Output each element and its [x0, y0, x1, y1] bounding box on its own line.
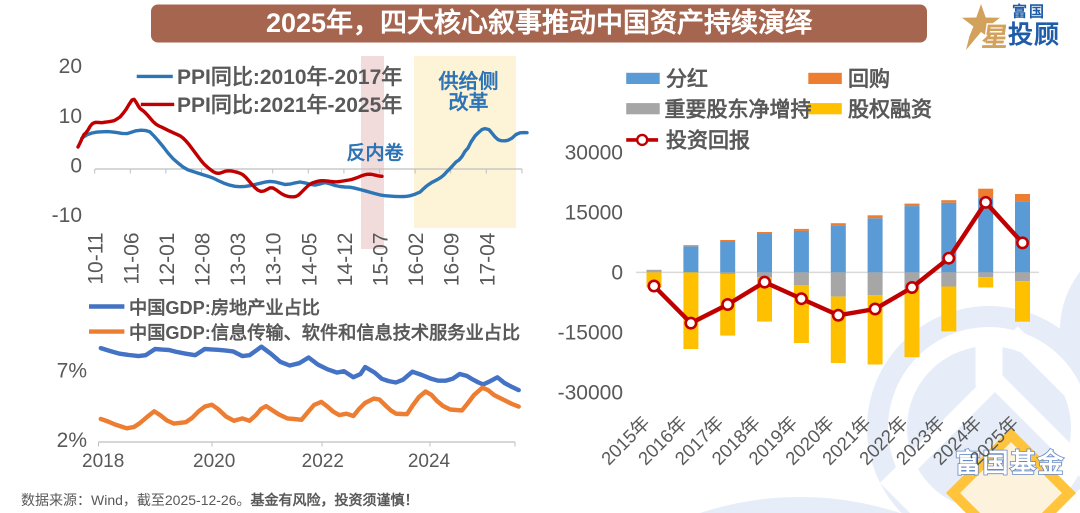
svg-text:0: 0 — [611, 262, 623, 285]
svg-text:2024: 2024 — [408, 451, 451, 472]
svg-text:2020: 2020 — [193, 451, 235, 472]
svg-text:中国GDP:房地产业占比: 中国GDP:房地产业占比 — [129, 297, 320, 318]
svg-text:2%: 2% — [57, 429, 87, 452]
svg-text:回购: 回购 — [848, 67, 890, 91]
svg-text:富国: 富国 — [1012, 3, 1046, 21]
svg-text:15-07: 15-07 — [370, 233, 393, 287]
svg-text:16-09: 16-09 — [441, 233, 464, 287]
svg-text:10-11: 10-11 — [85, 233, 108, 285]
svg-text:股权融资: 股权融资 — [848, 99, 932, 122]
svg-text:30000: 30000 — [565, 142, 623, 165]
svg-text:PPI同比:2010年-2017年: PPI同比:2010年-2017年 — [177, 65, 402, 89]
svg-text:投顾: 投顾 — [1008, 20, 1060, 49]
svg-text:-30000: -30000 — [558, 382, 623, 405]
svg-text:改革: 改革 — [449, 90, 489, 114]
svg-text:17-04: 17-04 — [476, 232, 499, 286]
svg-text:14-12: 14-12 — [334, 233, 357, 287]
svg-text:2022: 2022 — [302, 451, 344, 472]
svg-text:16-02: 16-02 — [405, 233, 428, 287]
svg-text:11-06: 11-06 — [120, 233, 143, 285]
svg-text:12-08: 12-08 — [192, 233, 215, 287]
svg-text:20: 20 — [59, 55, 82, 78]
svg-text:-10: -10 — [52, 204, 82, 227]
svg-text:2018: 2018 — [82, 451, 124, 472]
svg-text:15000: 15000 — [565, 202, 623, 225]
svg-text:13-03: 13-03 — [227, 233, 250, 287]
svg-text:富国基金: 富国基金 — [955, 448, 1065, 478]
svg-text:供给侧: 供给侧 — [438, 69, 499, 93]
svg-text:反内卷: 反内卷 — [346, 141, 404, 164]
svg-text:2025年，四大核心叙事推动中国资产持续演绎: 2025年，四大核心叙事推动中国资产持续演绎 — [266, 7, 813, 38]
svg-text:14-05: 14-05 — [298, 233, 321, 287]
svg-text:-15000: -15000 — [558, 322, 623, 345]
svg-text:7%: 7% — [57, 360, 87, 383]
svg-text:13-10: 13-10 — [263, 233, 286, 287]
svg-text:10: 10 — [59, 105, 82, 128]
svg-text:分红: 分红 — [666, 67, 708, 91]
svg-text:星: 星 — [980, 22, 1010, 52]
svg-text:中国GDP:信息传输、软件和信息技术服务业占比: 中国GDP:信息传输、软件和信息技术服务业占比 — [129, 322, 520, 343]
svg-text:12-01: 12-01 — [156, 233, 179, 287]
svg-text:投资回报: 投资回报 — [666, 129, 750, 153]
svg-text:PPI同比:2021年-2025年: PPI同比:2021年-2025年 — [177, 93, 402, 117]
svg-text:数据来源：Wind，截至2025-12-26。基金有风险，投: 数据来源：Wind，截至2025-12-26。基金有风险，投资须谨慎！ — [21, 492, 419, 508]
svg-text:重要股东净增持: 重要股东净增持 — [665, 98, 812, 122]
svg-text:星: 星 — [980, 22, 1010, 52]
svg-text:0: 0 — [70, 155, 82, 178]
